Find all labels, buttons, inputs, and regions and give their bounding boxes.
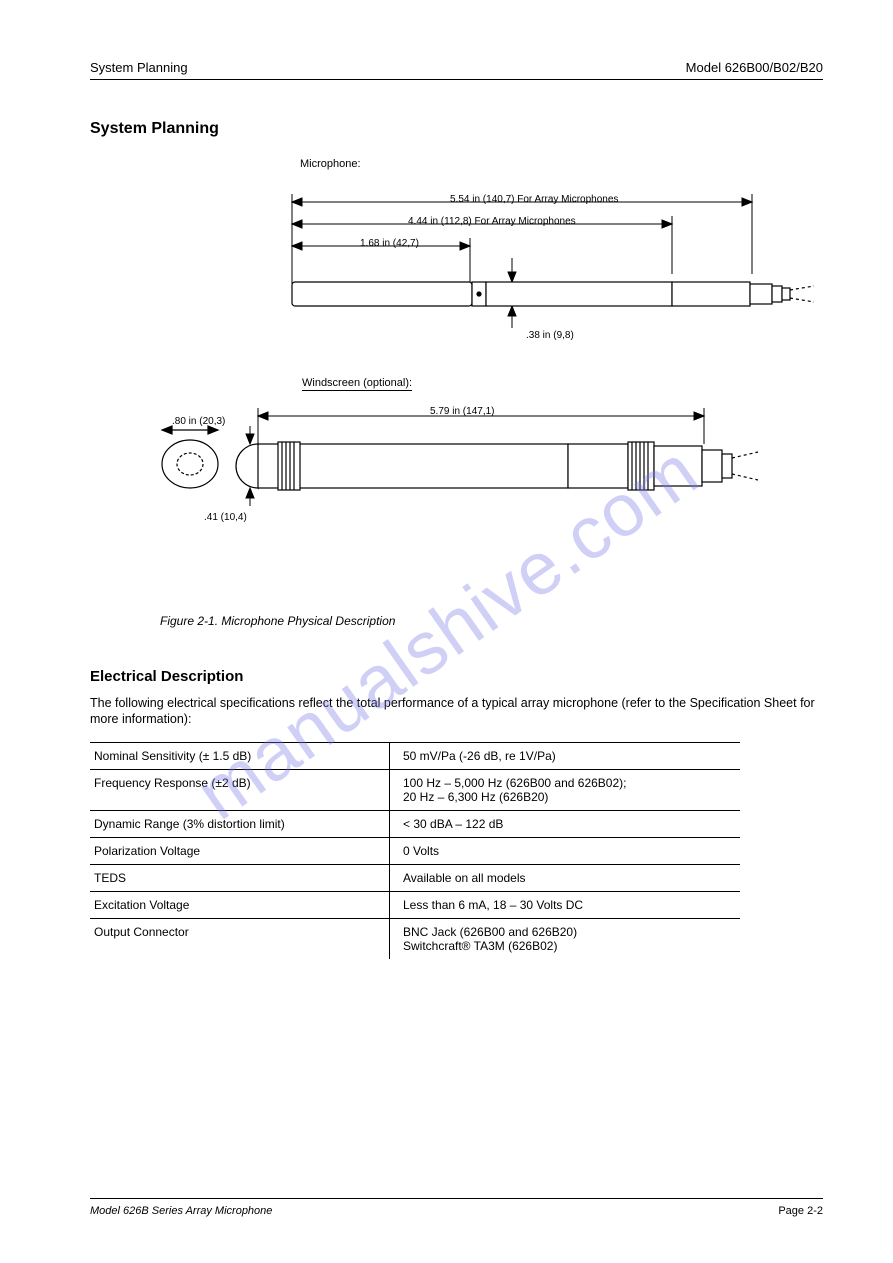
- header-rule: [90, 79, 823, 80]
- ws-dia: .80 in (20,3): [172, 416, 225, 427]
- footer: Model 626B Series Array Microphone Page …: [90, 1198, 823, 1217]
- dim-mid: 4.44 in (112,8) For Array Microphones: [408, 216, 576, 227]
- electrical-heading: Electrical Description: [90, 668, 823, 685]
- footer-right: Page 2-2: [778, 1205, 823, 1217]
- spec-value: Available on all models: [389, 864, 740, 891]
- table-row: Polarization Voltage0 Volts: [90, 837, 740, 864]
- table-row: Dynamic Range (3% distortion limit)< 30 …: [90, 810, 740, 837]
- footer-left: Model 626B Series Array Microphone: [90, 1205, 272, 1217]
- table-center-rule: [389, 742, 390, 959]
- footer-rule: [90, 1198, 823, 1199]
- windscreen-label: Windscreen (optional):: [302, 377, 412, 391]
- spec-label: Frequency Response (±2 dB): [90, 769, 389, 810]
- table-row: TEDSAvailable on all models: [90, 864, 740, 891]
- spec-value: BNC Jack (626B00 and 626B20) Switchcraft…: [389, 918, 740, 959]
- spec-label: Output Connector: [90, 918, 389, 959]
- spec-label: TEDS: [90, 864, 389, 891]
- spec-label: Polarization Voltage: [90, 837, 389, 864]
- dim-inner: 1.68 in (42,7): [360, 238, 419, 249]
- spec-label: Excitation Voltage: [90, 891, 389, 918]
- microphone-label: Microphone:: [300, 158, 361, 170]
- electrical-paragraph: The following electrical specifications …: [90, 695, 823, 728]
- spec-value: < 30 dBA – 122 dB: [389, 810, 740, 837]
- spec-label: Dynamic Range (3% distortion limit): [90, 810, 389, 837]
- table-row: Frequency Response (±2 dB)100 Hz – 5,000…: [90, 769, 740, 810]
- spec-value: 100 Hz – 5,000 Hz (626B00 and 626B02); 2…: [389, 769, 740, 810]
- header-left: System Planning: [90, 60, 188, 75]
- spec-value: 0 Volts: [389, 837, 740, 864]
- section-title: System Planning: [90, 120, 823, 138]
- figure-caption: Figure 2-1. Microphone Physical Descript…: [160, 614, 823, 628]
- spec-value: Less than 6 mA, 18 – 30 Volts DC: [389, 891, 740, 918]
- header-right: Model 626B00/B02/B20: [686, 60, 823, 75]
- windscreen-svg: [150, 394, 770, 564]
- dim-top: 5.54 in (140,7) For Array Microphones: [450, 194, 618, 205]
- diagram: Microphone:: [150, 154, 790, 594]
- table-row: Nominal Sensitivity (± 1.5 dB)50 mV/Pa (…: [90, 742, 740, 769]
- ws-length: 5.79 in (147,1): [430, 406, 495, 417]
- header-row: System Planning Model 626B00/B02/B20: [90, 60, 823, 75]
- dim-dia: .38 in (9,8): [526, 330, 574, 341]
- spec-table: Nominal Sensitivity (± 1.5 dB)50 mV/Pa (…: [90, 742, 740, 959]
- table-row: Excitation VoltageLess than 6 mA, 18 – 3…: [90, 891, 740, 918]
- spec-table-wrap: Nominal Sensitivity (± 1.5 dB)50 mV/Pa (…: [90, 742, 740, 959]
- ws-hole: .41 (10,4): [204, 512, 247, 523]
- spec-label: Nominal Sensitivity (± 1.5 dB): [90, 742, 389, 769]
- spec-value: 50 mV/Pa (-26 dB, re 1V/Pa): [389, 742, 740, 769]
- table-row: Output ConnectorBNC Jack (626B00 and 626…: [90, 918, 740, 959]
